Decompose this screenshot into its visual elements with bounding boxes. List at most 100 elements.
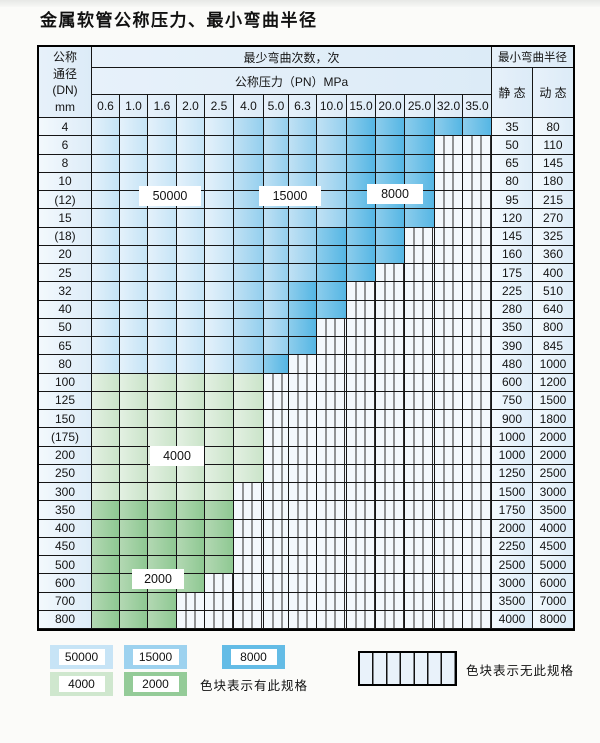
spec-cell — [177, 337, 205, 356]
spec-cell — [177, 519, 205, 538]
legend-swatch-value: 15000 — [132, 649, 179, 665]
spec-cell — [92, 300, 120, 319]
dn-header: 公称 通径 (DN) mm — [39, 47, 92, 118]
dn-cell: 40 — [39, 300, 92, 319]
legend-swatch-value: 8000 — [230, 649, 277, 665]
static-cell: 175 — [492, 264, 533, 283]
spec-cell — [347, 318, 376, 337]
spec-cell — [317, 446, 347, 465]
spec-cell — [435, 282, 463, 301]
spec-cell — [405, 245, 435, 264]
spec-cell — [376, 264, 405, 283]
legend-swatch-50000: 50000 — [50, 645, 113, 669]
spec-cell — [92, 355, 120, 374]
static-cell: 120 — [492, 209, 533, 228]
dynamic-cell: 4000 — [533, 519, 573, 538]
dn-header-line: mm — [55, 99, 75, 114]
spec-cell — [92, 483, 120, 502]
spec-cell — [435, 264, 463, 283]
spec-cell — [317, 245, 347, 264]
dynamic-cell: 1500 — [533, 391, 573, 410]
spec-cell — [347, 373, 376, 392]
dynamic-cell: 110 — [533, 136, 573, 155]
spec-cell — [148, 373, 177, 392]
static-cell: 2500 — [492, 556, 533, 575]
dn-header-line: 公称 — [52, 50, 77, 65]
spec-cell — [205, 519, 234, 538]
spec-cell — [205, 245, 234, 264]
spec-cell — [148, 610, 177, 629]
spec-cell — [289, 537, 317, 556]
spec-cell — [120, 519, 148, 538]
spec-cell — [148, 118, 177, 137]
spec-cell — [435, 610, 463, 629]
spec-cell — [92, 391, 120, 410]
spec-cell — [264, 537, 289, 556]
spec-cell — [376, 501, 405, 520]
spec-cell — [177, 209, 205, 228]
spec-cell — [177, 355, 205, 374]
spec-cell — [264, 519, 289, 538]
spec-cell — [376, 537, 405, 556]
spec-cell — [317, 154, 347, 173]
spec-cell — [317, 610, 347, 629]
spec-cell — [405, 391, 435, 410]
spec-cell — [148, 537, 177, 556]
spec-cell — [205, 391, 234, 410]
dn-cell: 8 — [39, 154, 92, 173]
spec-cell — [177, 556, 205, 575]
spec-cell — [120, 464, 148, 483]
spec-cell — [177, 227, 205, 246]
spec-cell — [405, 610, 435, 629]
spec-cell — [376, 282, 405, 301]
spec-cell — [317, 227, 347, 246]
dn-cell: 800 — [39, 610, 92, 629]
pressure-tick-20.0: 20.0 — [376, 95, 405, 118]
spec-cell — [120, 300, 148, 319]
dynamic-cell: 1200 — [533, 373, 573, 392]
spec-cell — [405, 483, 435, 502]
legend-available-note: 色块表示有此规格 — [200, 678, 309, 693]
spec-cell — [347, 264, 376, 283]
spec-cell — [317, 537, 347, 556]
spec-cell — [264, 483, 289, 502]
static-cell: 900 — [492, 410, 533, 429]
dynamic-cell: 800 — [533, 318, 573, 337]
spec-cell — [463, 519, 492, 538]
spec-cell — [264, 227, 289, 246]
spec-cell — [205, 264, 234, 283]
spec-cell — [92, 172, 120, 191]
spec-cell — [463, 428, 492, 447]
spec-cell — [405, 556, 435, 575]
spec-cell — [177, 245, 205, 264]
spec-cell — [289, 556, 317, 575]
spec-cell — [376, 373, 405, 392]
pressure-tick-0.6: 0.6 — [92, 95, 120, 118]
spec-cell — [376, 318, 405, 337]
static-cell: 280 — [492, 300, 533, 319]
pressure-tick-2.0: 2.0 — [177, 95, 205, 118]
spec-cell — [234, 519, 264, 538]
spec-cell — [92, 245, 120, 264]
spec-table: 公称 通径 (DN) mm 最少弯曲次数，次 最小弯曲半径 公称压力（PN）MP… — [37, 45, 575, 631]
dn-cell: 150 — [39, 410, 92, 429]
spec-cell — [435, 355, 463, 374]
spec-cell — [405, 264, 435, 283]
static-cell: 1250 — [492, 464, 533, 483]
spec-cell — [120, 610, 148, 629]
spec-cell — [92, 428, 120, 447]
dn-header-line: 通径 — [52, 66, 77, 81]
dn-header-line: (DN) — [52, 83, 78, 98]
spec-cell — [205, 610, 234, 629]
spec-cell — [148, 136, 177, 155]
spec-cell — [92, 191, 120, 210]
spec-cell — [205, 373, 234, 392]
spec-cell — [289, 300, 317, 319]
dynamic-cell: 1000 — [533, 355, 573, 374]
spec-cell — [376, 227, 405, 246]
spec-cell — [120, 136, 148, 155]
spec-cell — [405, 410, 435, 429]
spec-cell — [347, 282, 376, 301]
spec-cell — [376, 556, 405, 575]
